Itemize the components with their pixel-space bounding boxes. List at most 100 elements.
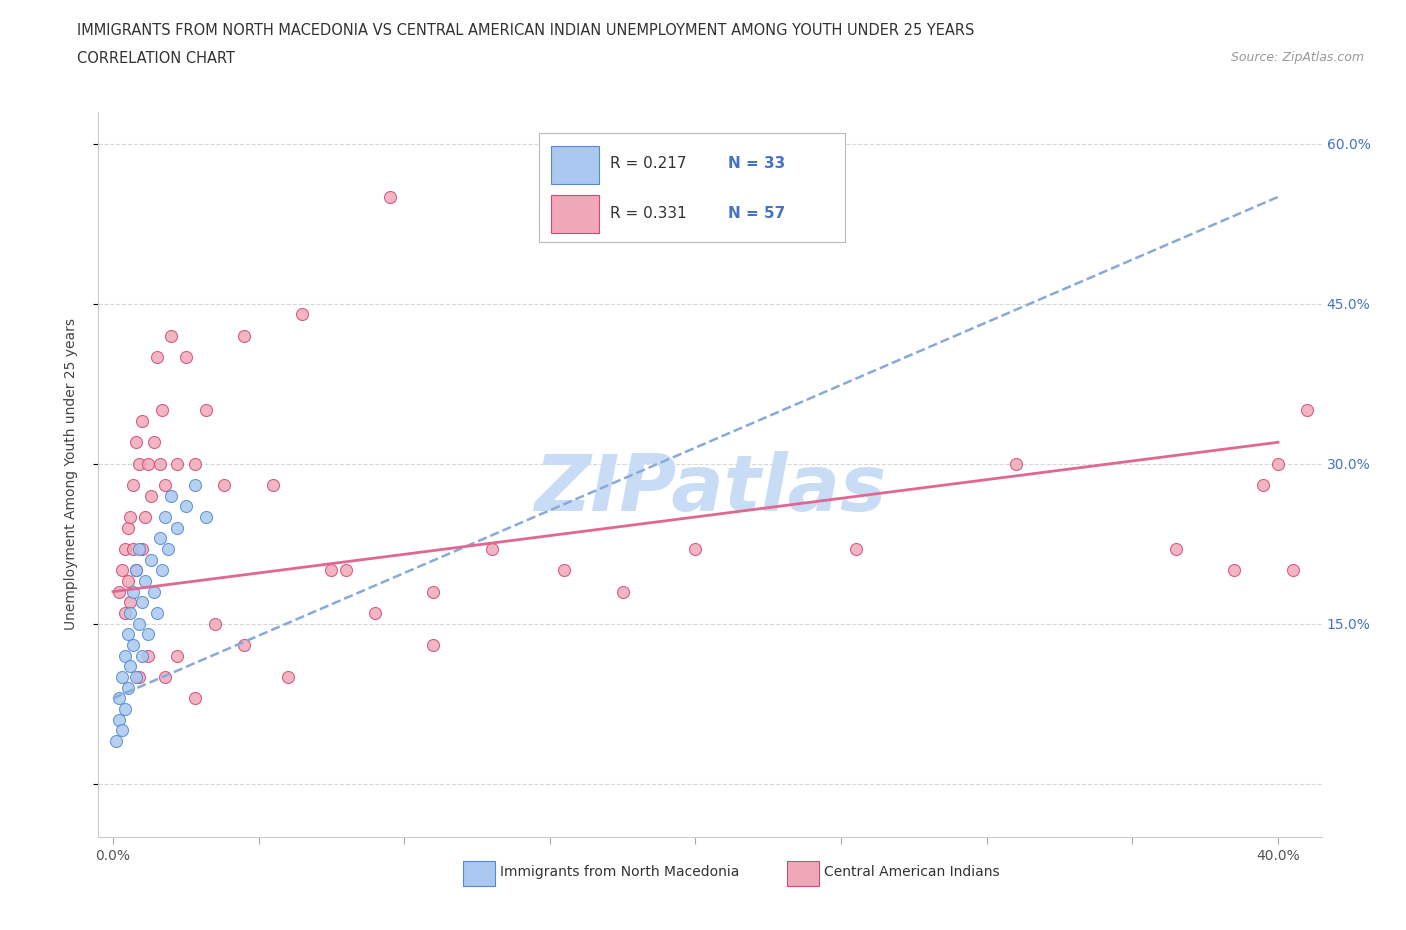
Point — [108, 584, 131, 599]
Point — [364, 605, 387, 620]
Point — [160, 328, 183, 343]
Text: CORRELATION CHART: CORRELATION CHART — [77, 51, 235, 66]
Point — [1164, 541, 1187, 556]
Point — [128, 541, 150, 556]
Point — [1281, 563, 1303, 578]
Text: Source: ZipAtlas.com: Source: ZipAtlas.com — [1230, 51, 1364, 64]
Point — [128, 617, 150, 631]
Point — [117, 680, 139, 695]
Point — [157, 541, 180, 556]
Point — [125, 563, 148, 578]
Point — [125, 670, 148, 684]
Point — [117, 520, 139, 535]
Point — [111, 723, 134, 737]
Point — [166, 457, 188, 472]
Point — [125, 563, 148, 578]
FancyBboxPatch shape — [463, 861, 495, 885]
Point — [149, 457, 172, 472]
Text: Central American Indians: Central American Indians — [824, 865, 1000, 879]
Point — [104, 734, 127, 749]
Point — [262, 477, 284, 492]
Point — [111, 563, 134, 578]
Point — [128, 670, 150, 684]
Point — [131, 414, 153, 429]
Point — [195, 510, 218, 525]
Point — [142, 435, 165, 450]
Point — [131, 541, 153, 556]
Point — [139, 488, 162, 503]
Point — [233, 328, 256, 343]
Point — [142, 584, 165, 599]
Point — [122, 541, 145, 556]
Text: N = 33: N = 33 — [728, 156, 786, 171]
Point — [145, 350, 167, 365]
Point — [378, 190, 401, 205]
Point — [134, 574, 156, 589]
Point — [335, 563, 357, 578]
Point — [183, 477, 205, 492]
Point — [120, 595, 142, 610]
Point — [114, 701, 136, 716]
Point — [122, 477, 145, 492]
Point — [1223, 563, 1246, 578]
Point — [1004, 457, 1026, 472]
Point — [612, 584, 634, 599]
Point — [1267, 457, 1289, 472]
Point — [277, 670, 299, 684]
Point — [108, 691, 131, 706]
Point — [117, 627, 139, 642]
Point — [174, 350, 197, 365]
Point — [481, 541, 503, 556]
FancyBboxPatch shape — [551, 146, 599, 184]
Point — [1296, 403, 1319, 418]
Point — [136, 648, 159, 663]
Y-axis label: Unemployment Among Youth under 25 years: Unemployment Among Youth under 25 years — [63, 318, 77, 631]
Point — [149, 531, 172, 546]
Point — [152, 403, 174, 418]
Point — [152, 563, 174, 578]
Point — [553, 563, 575, 578]
Point — [183, 457, 205, 472]
Text: N = 57: N = 57 — [728, 206, 786, 220]
Point — [131, 648, 153, 663]
Text: Immigrants from North Macedonia: Immigrants from North Macedonia — [499, 865, 740, 879]
Text: ZIPatlas: ZIPatlas — [534, 451, 886, 526]
Point — [291, 307, 314, 322]
Point — [174, 498, 197, 513]
Point — [233, 638, 256, 653]
Point — [114, 648, 136, 663]
Point — [155, 477, 177, 492]
Text: IMMIGRANTS FROM NORTH MACEDONIA VS CENTRAL AMERICAN INDIAN UNEMPLOYMENT AMONG YO: IMMIGRANTS FROM NORTH MACEDONIA VS CENTR… — [77, 23, 974, 38]
FancyBboxPatch shape — [538, 133, 845, 242]
Point — [117, 574, 139, 589]
Point — [145, 605, 167, 620]
Point — [120, 605, 142, 620]
Point — [212, 477, 235, 492]
Point — [155, 670, 177, 684]
Point — [195, 403, 218, 418]
Text: R = 0.217: R = 0.217 — [610, 156, 686, 171]
Point — [120, 510, 142, 525]
Point — [139, 552, 162, 567]
Point — [114, 605, 136, 620]
Point — [160, 488, 183, 503]
Point — [183, 691, 205, 706]
Point — [422, 584, 444, 599]
Point — [166, 520, 188, 535]
Point — [1253, 477, 1275, 492]
Point — [685, 541, 707, 556]
FancyBboxPatch shape — [551, 195, 599, 232]
Point — [120, 658, 142, 673]
Point — [128, 457, 150, 472]
Point — [111, 670, 134, 684]
Point — [136, 457, 159, 472]
Point — [131, 595, 153, 610]
Text: R = 0.331: R = 0.331 — [610, 206, 686, 220]
Point — [125, 435, 148, 450]
Point — [134, 510, 156, 525]
FancyBboxPatch shape — [787, 861, 818, 885]
Point — [204, 617, 226, 631]
Point — [845, 541, 868, 556]
Point — [122, 638, 145, 653]
Point — [155, 510, 177, 525]
